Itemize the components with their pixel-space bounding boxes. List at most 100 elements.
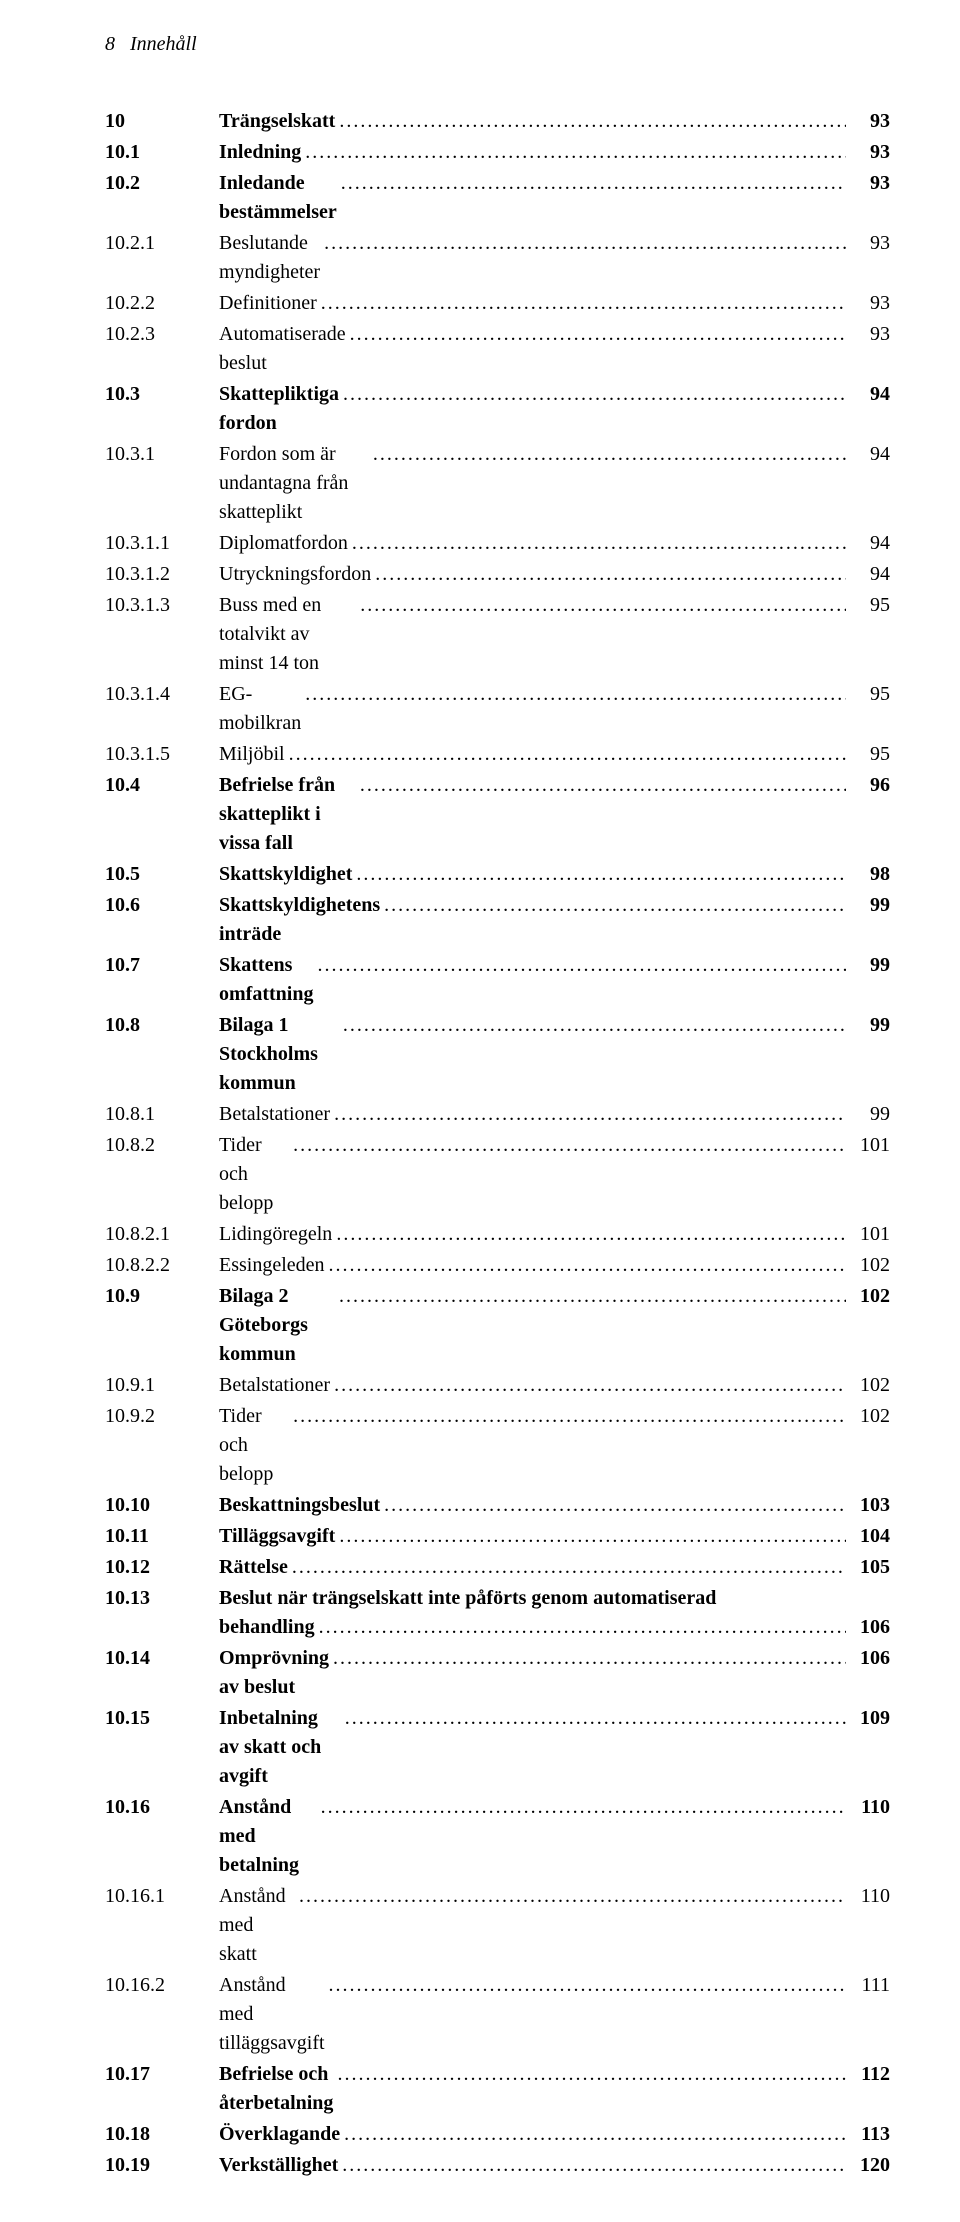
toc-title-text: Anstånd med skatt (219, 1882, 295, 1969)
toc-title-text: Bilaga 1 Stockholms kommun (219, 1011, 339, 1098)
toc-leader: ........................................… (334, 1371, 846, 1400)
toc-title: Rättelse................................… (219, 1553, 850, 1582)
toc-title: Bilaga 2 Göteborgs kommun...............… (219, 1282, 850, 1369)
toc-page: 120 (850, 2151, 890, 2180)
toc-page: 93 (850, 138, 890, 167)
toc-title: Betalstationer..........................… (219, 1100, 850, 1129)
toc-page: 111 (850, 1971, 890, 2000)
toc-number: 10.9 (105, 1282, 219, 1311)
toc-page: 93 (850, 289, 890, 318)
toc-title-text: Bilaga 2 Göteborgs kommun (219, 1282, 335, 1369)
toc-title-text: EG-mobilkran (219, 680, 301, 738)
toc-number: 10.15 (105, 1704, 219, 1733)
toc-title: Tilläggsavgift..........................… (219, 1522, 850, 1551)
page-header: 8 Innehåll (105, 30, 890, 59)
toc-title: Trängselskatt...........................… (219, 107, 850, 136)
toc-title-text: Rättelse (219, 1553, 288, 1582)
toc-title-text: Definitioner (219, 289, 317, 318)
toc-page: 93 (850, 320, 890, 349)
toc-title: Diplomatfordon..........................… (219, 529, 850, 558)
toc-title: Skattens omfattning.....................… (219, 951, 850, 1009)
toc-entry: 10.2.3Automatiserade beslut.............… (105, 320, 890, 378)
toc-page: 110 (850, 1882, 890, 1911)
toc-entry: 10.3Skattepliktiga fordon...............… (105, 380, 890, 438)
toc-number: 10.9.2 (105, 1402, 219, 1431)
toc-title-text: Anstånd med tilläggsavgift (219, 1971, 325, 2058)
toc-number: 10.13 (105, 1584, 219, 1613)
toc-title-text: Skattskyldighetens inträde (219, 891, 380, 949)
toc-title-text: Diplomatfordon (219, 529, 348, 558)
toc-leader: ........................................… (305, 680, 846, 709)
toc-title: Omprövning av beslut....................… (219, 1644, 850, 1702)
toc-page: 94 (850, 560, 890, 589)
toc-entry: 10.2.1Beslutande myndigheter............… (105, 229, 890, 287)
toc-title-text: Tilläggsavgift (219, 1522, 335, 1551)
toc-title: Inledande bestämmelser..................… (219, 169, 850, 227)
toc-title-text: Tider och belopp (219, 1402, 289, 1489)
toc-leader: ........................................… (339, 107, 846, 136)
toc-number: 10 (105, 107, 219, 136)
toc-leader: ........................................… (321, 1793, 846, 1822)
toc-leader: ........................................… (337, 2060, 846, 2089)
toc-page: 101 (850, 1131, 890, 1160)
toc-title: Miljöbil................................… (219, 740, 850, 769)
toc-title-text: Verkställighet (219, 2151, 338, 2180)
toc-page: 109 (850, 1704, 890, 1733)
toc-title-text: Beslutande myndigheter (219, 229, 320, 287)
toc-page: 113 (850, 2120, 890, 2149)
toc-leader: ........................................… (350, 320, 846, 349)
toc-entry: 10.2.2Definitioner......................… (105, 289, 890, 318)
toc-entry: 10.8.2.1Lidingöregeln...................… (105, 1220, 890, 1249)
toc-entry: 10.3.1.4EG-mobilkran....................… (105, 680, 890, 738)
toc-title-text: Automatiserade beslut (219, 320, 346, 378)
toc-entry: 10.16Anstånd med betalning..............… (105, 1793, 890, 1880)
toc-entry: 10.15Inbetalning av skatt och avgift....… (105, 1704, 890, 1791)
toc-number: 10.2.2 (105, 289, 219, 318)
toc-number: 10.2 (105, 169, 219, 198)
toc-title-text: Skattens omfattning (219, 951, 313, 1009)
toc-page: 99 (850, 1011, 890, 1040)
toc-leader: ........................................… (339, 1282, 846, 1311)
toc-entry: 10.16.1Anstånd med skatt................… (105, 1882, 890, 1969)
toc-page: 112 (850, 2060, 890, 2089)
toc-entry: 10.16.2Anstånd med tilläggsavgift.......… (105, 1971, 890, 2058)
toc-number: 10.18 (105, 2120, 219, 2149)
toc-number: 10.10 (105, 1491, 219, 1520)
toc-title: Automatiserade beslut...................… (219, 320, 850, 378)
toc-leader: ........................................… (352, 529, 846, 558)
toc-title-text: Tider och belopp (219, 1131, 289, 1218)
toc-number: 10.4 (105, 771, 219, 800)
toc-entry: 10.8.2.2Essingeleden....................… (105, 1251, 890, 1280)
toc-leader: ........................................… (345, 1704, 846, 1733)
toc-number: 10.11 (105, 1522, 219, 1551)
toc-leader: ........................................… (384, 1491, 846, 1520)
toc-entry: 10.1Inledning...........................… (105, 138, 890, 167)
toc-entry: 10.7Skattens omfattning.................… (105, 951, 890, 1009)
toc-number: 10.17 (105, 2060, 219, 2089)
toc-entry: 10.13Beslut när trängselskatt inte påför… (105, 1584, 890, 1642)
toc-title: Essingeleden............................… (219, 1251, 850, 1280)
toc-number: 10.8.2.1 (105, 1220, 219, 1249)
toc-page: 95 (850, 740, 890, 769)
toc-number: 10.12 (105, 1553, 219, 1582)
toc-page: 102 (850, 1371, 890, 1400)
toc-number: 10.3.1 (105, 440, 219, 469)
toc-number: 10.7 (105, 951, 219, 980)
toc-title: Beslutande myndigheter..................… (219, 229, 850, 287)
toc-number: 10.8.1 (105, 1100, 219, 1129)
toc-page: 94 (850, 440, 890, 469)
toc-page: 106 (850, 1644, 890, 1673)
toc-title: Beskattningsbeslut......................… (219, 1491, 850, 1520)
toc-title-text: Buss med en totalvikt av minst 14 ton (219, 591, 356, 678)
toc-leader: ........................................… (333, 1644, 846, 1673)
toc-title-text: Lidingöregeln (219, 1220, 332, 1249)
toc-title: Definitioner............................… (219, 289, 850, 318)
toc-leader: ........................................… (343, 380, 846, 409)
toc-entry: 10.8.2Tider och belopp..................… (105, 1131, 890, 1218)
toc-leader: ........................................… (360, 771, 846, 800)
toc-number: 10.2.1 (105, 229, 219, 258)
toc-number: 10.6 (105, 891, 219, 920)
toc-title-text: Miljöbil (219, 740, 285, 769)
toc-title: Bilaga 1 Stockholms kommun..............… (219, 1011, 850, 1098)
toc-page: 95 (850, 591, 890, 620)
